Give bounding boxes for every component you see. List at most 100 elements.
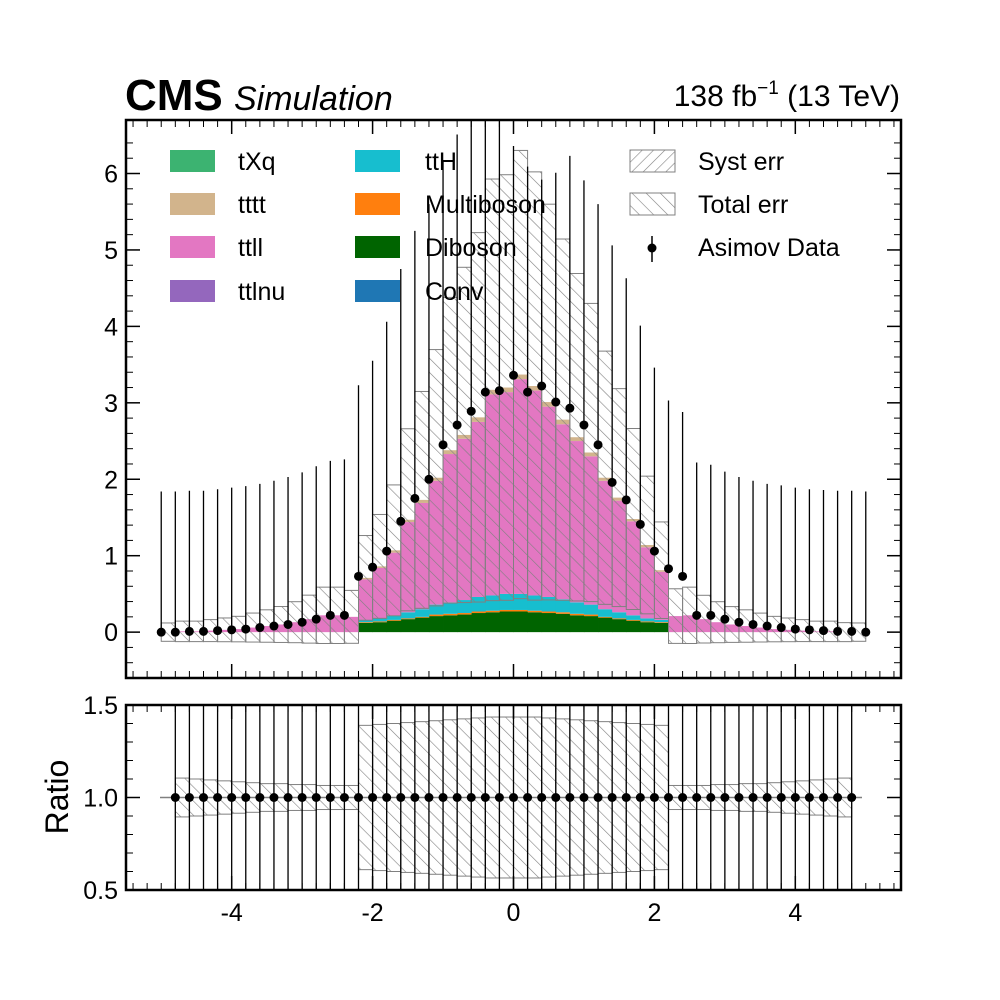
bar-tth-33 (626, 615, 641, 620)
data-point-48 (833, 626, 843, 636)
main-y-tick-label-1: 1 (104, 543, 118, 571)
bar-diboson-32 (612, 619, 627, 633)
ratio-point-47 (833, 793, 843, 802)
bar-multiboson-26 (527, 610, 543, 613)
ratio-point-16 (396, 793, 406, 802)
main-y-tick-label-3: 3 (104, 390, 118, 418)
bar-tth-35 (654, 619, 669, 623)
ratio-point-1 (184, 793, 194, 802)
ratio-point-43 (776, 793, 786, 802)
ratio-point-14 (368, 793, 378, 802)
data-point-18 (410, 493, 420, 503)
legend-label-ttll: ttll (238, 234, 263, 262)
data-point-40 (720, 614, 730, 624)
bar-multiboson-19 (428, 614, 444, 617)
ratio-point-2 (199, 793, 208, 802)
data-point-41 (734, 617, 744, 627)
ratio-point-29 (579, 793, 589, 802)
legend-swatch-conv (355, 280, 400, 302)
bar-multiboson-24 (499, 609, 514, 612)
bar-diboson-24 (499, 611, 514, 633)
legend-label-tth: ttH (425, 148, 457, 176)
ratio-point-0 (170, 793, 180, 802)
legend-swatch-diboson (355, 236, 400, 258)
legend-swatch-tttt (170, 193, 215, 215)
asimov-data-points (156, 120, 871, 637)
legend-label-txq: tXq (238, 148, 276, 176)
x-tick-label--4: -4 (221, 899, 243, 927)
data-point-31 (593, 440, 603, 450)
bar-diboson-33 (626, 620, 641, 633)
data-point-27 (537, 381, 547, 391)
legend-swatch-total (629, 192, 676, 216)
experiment-label: CMS (125, 71, 223, 120)
ratio-point-18 (424, 793, 434, 802)
bar-tth-15 (372, 618, 388, 622)
bar-diboson-28 (555, 613, 571, 633)
error-band-bin-20 (442, 296, 458, 604)
bar-diboson-16 (386, 620, 402, 633)
legend-swatch-ttlnu (170, 280, 215, 302)
ratio-y-tick-label-1.0: 1.0 (83, 785, 118, 813)
ratio-point-41 (748, 793, 758, 802)
status-label: Simulation (234, 80, 393, 118)
ratio-point-26 (537, 793, 547, 802)
bar-diboson-29 (569, 615, 585, 633)
ratio-point-42 (762, 793, 772, 802)
data-point-28 (551, 397, 561, 407)
ratio-point-27 (551, 793, 561, 802)
data-point-11 (311, 614, 321, 624)
data-point-33 (621, 495, 631, 505)
error-band-bin-21 (456, 266, 472, 604)
ratio-point-35 (664, 793, 673, 802)
bar-diboson-18 (414, 617, 430, 633)
bar-diboson-35 (654, 622, 669, 633)
data-point-0 (156, 627, 166, 637)
data-point-42 (748, 619, 758, 629)
legend: tXq tttt ttll ttlnu ttH Multiboson Dibos… (170, 148, 840, 306)
data-point-7 (255, 623, 265, 633)
data-point-38 (692, 610, 702, 620)
ratio-point-34 (649, 793, 659, 802)
ratio-point-46 (819, 793, 828, 802)
bar-tth-27 (541, 596, 557, 612)
bar-tth-16 (386, 615, 402, 620)
ratio-point-30 (593, 793, 603, 802)
data-point-9 (283, 619, 293, 629)
ratio-point-40 (734, 793, 744, 802)
data-point-35 (649, 546, 659, 556)
lumi-label: 138 fb−1 (13 TeV) (674, 78, 900, 113)
legend-swatch-txq (170, 150, 215, 172)
data-point-16 (382, 546, 392, 556)
bar-diboson-21 (457, 614, 472, 633)
error-band-bin-28 (555, 238, 571, 601)
bar-diboson-34 (640, 622, 655, 633)
data-point-24 (494, 386, 504, 396)
error-band-bin-33 (625, 428, 641, 611)
data-point-19 (424, 474, 434, 484)
data-point-43 (762, 621, 772, 631)
bar-diboson-14 (358, 622, 373, 633)
ratio-point-36 (678, 793, 688, 802)
x-tick-label--2: -2 (361, 899, 383, 927)
data-point-29 (565, 403, 575, 413)
bar-multiboson-29 (569, 613, 585, 616)
legend-label-diboson: Diboson (425, 234, 517, 262)
bar-multiboson-27 (541, 611, 557, 614)
bar-multiboson-18 (414, 616, 430, 618)
bar-diboson-26 (527, 612, 543, 633)
ratio-point-33 (635, 793, 645, 802)
bar-multiboson-16 (386, 619, 402, 621)
bar-diboson-31 (598, 617, 613, 633)
ratio-point-7 (269, 793, 279, 802)
bar-multiboson-34 (640, 621, 655, 623)
bar-tth-32 (612, 612, 627, 619)
data-point-36 (664, 564, 673, 574)
bar-multiboson-14 (358, 622, 373, 623)
legend-label-conv: Conv (425, 278, 484, 306)
data-point-37 (678, 571, 688, 581)
legend-label-tttt: tttt (238, 191, 266, 219)
legend-swatch-data-marker (647, 243, 657, 253)
bar-multiboson-20 (443, 613, 458, 616)
